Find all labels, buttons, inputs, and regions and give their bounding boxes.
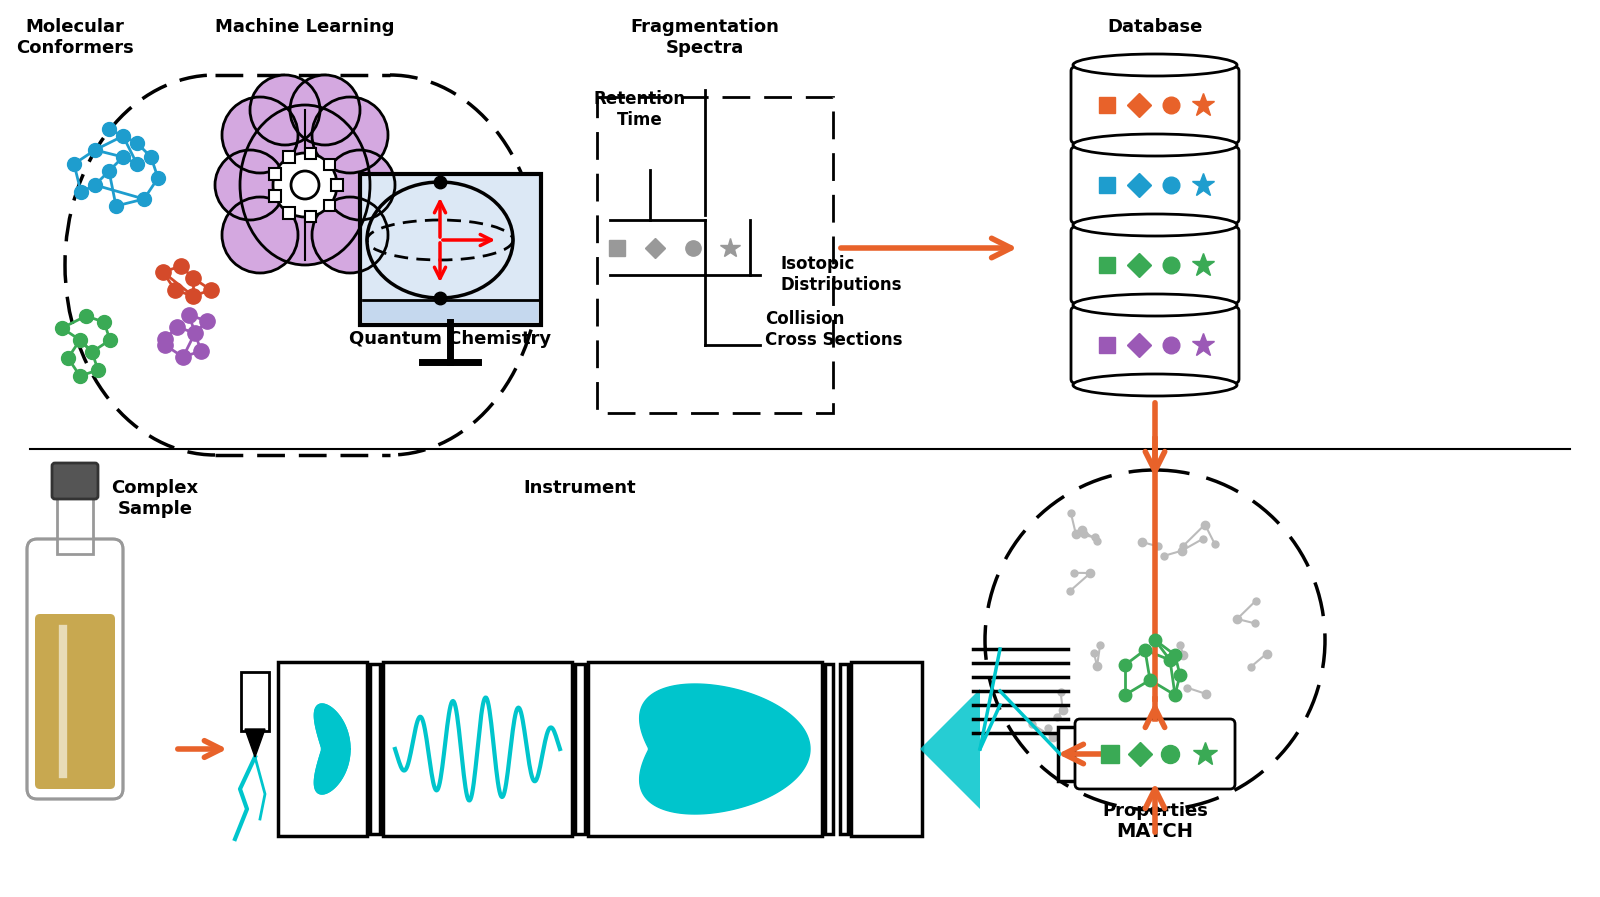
- Polygon shape: [314, 704, 350, 794]
- Ellipse shape: [240, 105, 370, 265]
- Text: Instrument: Instrument: [523, 479, 637, 497]
- Text: Machine Learning: Machine Learning: [216, 18, 395, 36]
- Circle shape: [312, 197, 387, 273]
- Text: Molecular
Conformers: Molecular Conformers: [16, 18, 134, 57]
- Circle shape: [290, 75, 360, 145]
- Circle shape: [274, 153, 338, 217]
- FancyBboxPatch shape: [1075, 719, 1235, 789]
- FancyBboxPatch shape: [363, 300, 538, 323]
- Polygon shape: [245, 729, 266, 757]
- Text: Database: Database: [1107, 18, 1203, 36]
- FancyBboxPatch shape: [35, 614, 115, 789]
- FancyBboxPatch shape: [323, 159, 336, 170]
- FancyBboxPatch shape: [27, 539, 123, 799]
- Text: Properties: Properties: [1102, 802, 1208, 820]
- FancyBboxPatch shape: [1070, 147, 1238, 223]
- FancyBboxPatch shape: [242, 672, 269, 731]
- Text: Isotopic
Distributions: Isotopic Distributions: [781, 255, 901, 294]
- Ellipse shape: [1074, 214, 1237, 236]
- Circle shape: [222, 97, 298, 173]
- FancyBboxPatch shape: [269, 190, 280, 202]
- Circle shape: [214, 150, 285, 220]
- FancyBboxPatch shape: [283, 152, 294, 163]
- FancyBboxPatch shape: [1070, 67, 1238, 143]
- FancyBboxPatch shape: [269, 169, 280, 180]
- FancyBboxPatch shape: [360, 175, 541, 326]
- Circle shape: [312, 97, 387, 173]
- Ellipse shape: [1074, 374, 1237, 396]
- FancyBboxPatch shape: [304, 211, 317, 222]
- Circle shape: [250, 75, 320, 145]
- Ellipse shape: [1074, 54, 1237, 76]
- Polygon shape: [920, 689, 979, 809]
- Circle shape: [222, 197, 298, 273]
- Text: Fragmentation
Spectra: Fragmentation Spectra: [630, 18, 779, 57]
- FancyBboxPatch shape: [1070, 307, 1238, 383]
- Polygon shape: [640, 684, 810, 814]
- Text: Complex
Sample: Complex Sample: [112, 479, 198, 518]
- FancyBboxPatch shape: [323, 200, 336, 212]
- Text: Collision
Cross Sections: Collision Cross Sections: [765, 310, 902, 349]
- Text: Quantum Chemistry: Quantum Chemistry: [349, 330, 550, 348]
- Ellipse shape: [1074, 134, 1237, 156]
- FancyBboxPatch shape: [331, 179, 342, 191]
- FancyBboxPatch shape: [58, 492, 93, 554]
- Text: MATCH: MATCH: [1117, 822, 1194, 841]
- Circle shape: [325, 150, 395, 220]
- Circle shape: [291, 171, 318, 199]
- FancyBboxPatch shape: [283, 207, 294, 219]
- FancyBboxPatch shape: [1058, 727, 1117, 781]
- FancyBboxPatch shape: [304, 148, 317, 160]
- Text: Retention
Time: Retention Time: [594, 90, 686, 129]
- FancyBboxPatch shape: [1070, 227, 1238, 303]
- Ellipse shape: [1074, 294, 1237, 316]
- FancyBboxPatch shape: [51, 463, 98, 499]
